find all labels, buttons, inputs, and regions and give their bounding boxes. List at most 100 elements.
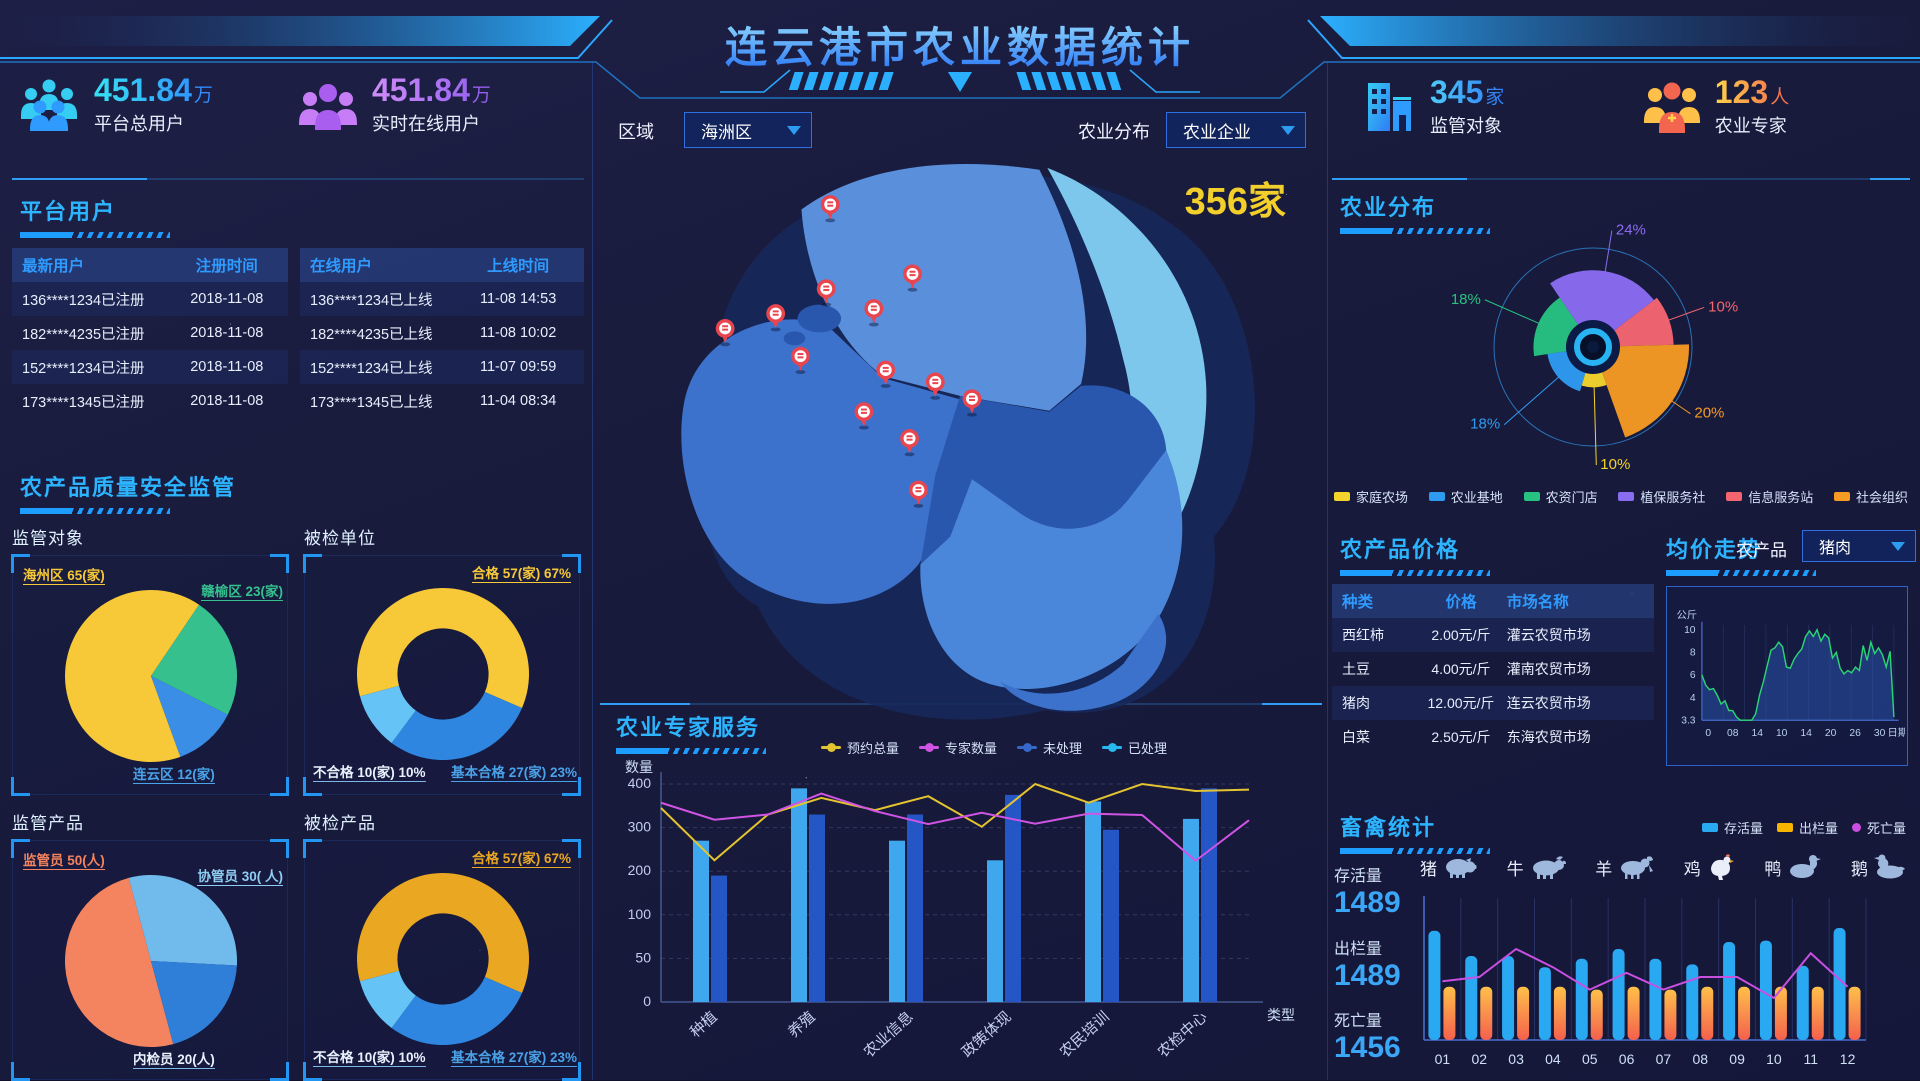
animal-cattle: 牛 (1507, 854, 1566, 880)
legend-item[interactable]: 农资门店 (1523, 487, 1598, 506)
center-panel: 区域 海洲区 农业分布 农业企业 356家 农业专家服务 预约总量 专家数量 未处理… (596, 62, 1326, 1080)
svg-text:02: 02 (1471, 1051, 1487, 1067)
animal-chicken: 鸡 (1684, 854, 1735, 880)
section-title-quality: 农产品质量安全监管 (20, 470, 236, 514)
chicken-icon (1710, 854, 1734, 880)
region-dropdown[interactable]: 海洲区 (684, 112, 812, 148)
divider-right (1327, 62, 1328, 1080)
map-pin[interactable] (854, 402, 874, 430)
pig-icon (1446, 858, 1477, 878)
svg-text:12: 12 (1840, 1051, 1856, 1067)
legend-item[interactable]: 农业基地 (1428, 487, 1503, 506)
svg-text:10: 10 (1766, 1051, 1782, 1067)
legend-item[interactable]: 植保服务社 (1618, 487, 1705, 506)
legend-item[interactable]: 未处理 (1017, 738, 1082, 757)
map-pin[interactable] (816, 279, 836, 307)
svg-text:08: 08 (1692, 1051, 1708, 1067)
svg-text:8: 8 (1690, 648, 1696, 659)
map-pin[interactable] (864, 299, 884, 327)
svg-text:公斤: 公斤 (1677, 610, 1698, 622)
animal-duck: 鸭 (1764, 854, 1822, 880)
svg-text:20%: 20% (1694, 405, 1724, 422)
svg-text:种植: 种植 (687, 1008, 721, 1041)
svg-text:政策体现: 政策体现 (959, 1008, 1015, 1061)
table-row: 182****4235已注册 2018-11-08 (22, 325, 264, 343)
table-row: 西红柿 2.00元/斤 灌云农贸市场 (1332, 618, 1654, 652)
table-row: 152****1234已注册 2018-11-08 (12, 350, 288, 384)
distribution-dropdown[interactable]: 农业企业 (1166, 112, 1306, 148)
trend-chart-box: 公斤 3.3 4 6 8 10 0 08 14 10 14 20 26 30日期 (1666, 586, 1908, 766)
product-label: 农产品 (1736, 541, 1787, 560)
right-panel: 345 家 监管对象 123 人 农业专家 农业分布 24% 10% 20% 10% 18%… (1332, 62, 1916, 1080)
svg-text:3.3: 3.3 (1681, 715, 1696, 726)
livestock-legend: 存活量 出栏量 死亡量 (1701, 818, 1906, 837)
table-header: 在线用户 上线时间 (300, 248, 584, 282)
svg-text:14: 14 (1751, 728, 1763, 739)
distribution-rose-chart: 24% 10% 20% 10% 18% 18% (1451, 222, 1738, 473)
legend-item[interactable]: 存活量 (1701, 818, 1763, 837)
duck-icon (1790, 855, 1822, 878)
legend-item[interactable]: 已处理 (1102, 738, 1167, 757)
svg-text:100: 100 (628, 906, 652, 922)
svg-text:11: 11 (1803, 1051, 1818, 1067)
svg-text:10: 10 (1684, 625, 1696, 636)
map-pin[interactable] (791, 346, 810, 375)
divider-right-stats (1332, 178, 1910, 180)
count-badge: 356家 (1184, 181, 1286, 223)
chart-supervise-objects: 监管对象 海州区 65(家) 赣榆区 23(家) 连云区 12(家) (11, 524, 289, 796)
svg-text:20: 20 (1825, 728, 1837, 739)
legend-item[interactable]: 家庭农场 (1334, 487, 1408, 506)
legend-item[interactable]: 社会组织 (1833, 487, 1908, 506)
map-pin[interactable] (876, 360, 896, 388)
table-row: 白菜 2.50元/斤 东海农贸市场 (1342, 729, 1591, 745)
sheep-icon (1621, 856, 1654, 879)
svg-text:4: 4 (1690, 693, 1696, 704)
map-pin[interactable] (820, 195, 840, 223)
divider-left-stats (12, 178, 584, 180)
map-pin[interactable] (766, 304, 786, 332)
expert-legend: 预约总量 专家数量 未处理 已处理 (821, 738, 1167, 757)
donut-inspected-products (357, 873, 529, 1045)
svg-text:数量: 数量 (625, 759, 653, 775)
legend-item[interactable]: 出栏量 (1776, 818, 1838, 837)
legend-item[interactable]: 信息服务站 (1726, 487, 1813, 506)
table-row: 173****1345已上线 11-04 08:34 (310, 393, 557, 411)
table-row: 土豆 4.00元/斤 灌南农贸市场 (1342, 661, 1591, 677)
experts-icon (1643, 82, 1700, 133)
map-pin[interactable] (900, 429, 919, 457)
table-row: 182****4235已上线 11-08 10:02 (310, 325, 557, 343)
map-pin[interactable] (903, 264, 922, 292)
section-title-platform-users: 平台用户 (20, 194, 170, 238)
map-pin[interactable] (962, 389, 982, 417)
table-row: 152****1234已上线 11-07 09:59 (300, 350, 584, 384)
map-pin[interactable] (715, 319, 735, 347)
svg-text:0: 0 (1705, 728, 1711, 739)
legend-item[interactable]: 死亡量 (1851, 818, 1906, 837)
map-pin[interactable] (909, 480, 928, 508)
svg-text:06: 06 (1619, 1051, 1635, 1067)
svg-text:07: 07 (1656, 1051, 1672, 1067)
svg-text:养殖: 养殖 (785, 1008, 819, 1041)
table-row: 173****1345已注册 2018-11-08 (22, 393, 264, 411)
section-title-distribution: 农业分布 (1340, 190, 1490, 234)
stat-label: 平台总用户 (94, 113, 184, 134)
product-dropdown[interactable]: 猪肉 (1802, 530, 1916, 562)
animal-goose: 鹅 (1851, 854, 1908, 880)
svg-text:50: 50 (635, 949, 651, 965)
section-title-trend: 均价走势 (1666, 532, 1816, 576)
stat-online-users: 451.84 万 实时在线用户 (298, 74, 578, 136)
pie-supervise-products (65, 875, 237, 1047)
price-table: 种类 价格 市场名称 西红柿 2.00元/斤 灌云农贸市场 土豆 4.00元/斤 灌南农贸市场猪… (1332, 584, 1654, 754)
legend-item[interactable]: 专家数量 (919, 738, 997, 757)
map-pin[interactable] (925, 372, 945, 400)
section-title-prices: 农产品价格 (1340, 532, 1490, 576)
chart-supervise-products: 监管产品 监管员 50(人) 协管员 30( 人) 内检员 20(人) (11, 809, 289, 1081)
table-row: 猪肉 12.00元/斤 连云农贸市场 (1332, 686, 1654, 720)
price-trend-chart: 公斤 3.3 4 6 8 10 0 08 14 10 14 20 26 30日期 (1677, 610, 1909, 739)
header-decoration (0, 16, 1920, 99)
cattle-icon (1532, 856, 1566, 879)
svg-text:05: 05 (1582, 1051, 1598, 1067)
legend-item[interactable]: 预约总量 (821, 738, 899, 757)
svg-text:30: 30 (1874, 728, 1886, 739)
